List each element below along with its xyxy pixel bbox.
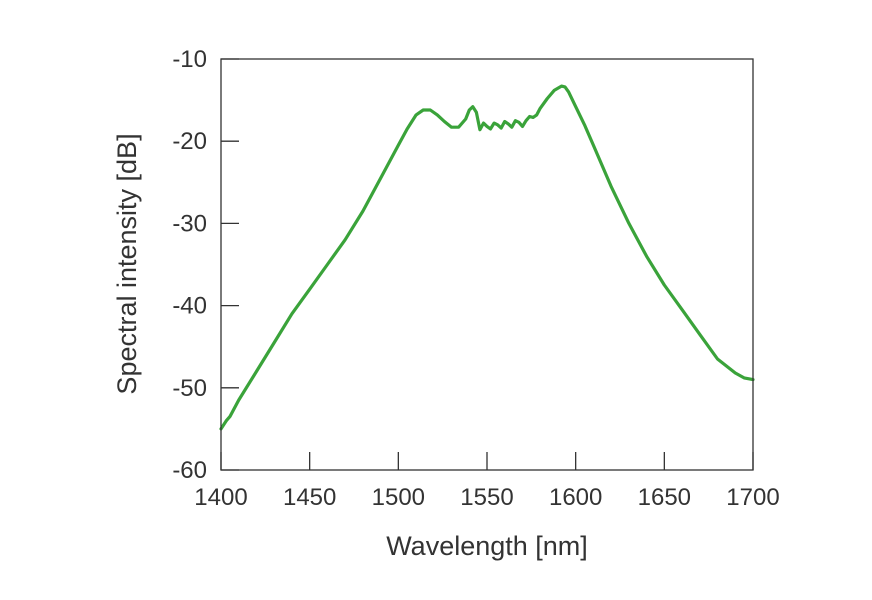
- y-tick-label: -60: [172, 457, 207, 484]
- spectrum-line: [219, 84, 755, 431]
- x-tick-label: 1700: [726, 484, 779, 511]
- y-tick-label: -30: [172, 210, 207, 237]
- x-axis-ticks: 1400 1450 1500 1550 1600 1650 1700: [194, 452, 780, 511]
- y-tick-label: -50: [172, 375, 207, 402]
- x-tick-label: 1500: [372, 484, 425, 511]
- x-tick-label: 1450: [283, 484, 336, 511]
- x-axis-label: Wavelength [nm]: [386, 531, 588, 561]
- y-tick-label: -20: [172, 128, 207, 155]
- x-tick-label: 1400: [194, 484, 247, 511]
- plot-frame: [220, 58, 754, 471]
- x-tick-label: 1650: [638, 484, 691, 511]
- y-axis-label: Spectral intensity [dB]: [112, 133, 142, 394]
- x-tick-label: 1550: [460, 484, 513, 511]
- y-tick-label: -40: [172, 293, 207, 320]
- x-tick-label: 1600: [549, 484, 602, 511]
- y-tick-label: -10: [172, 46, 207, 73]
- y-axis-ticks: -10 -20 -30 -40 -50 -60: [172, 46, 239, 484]
